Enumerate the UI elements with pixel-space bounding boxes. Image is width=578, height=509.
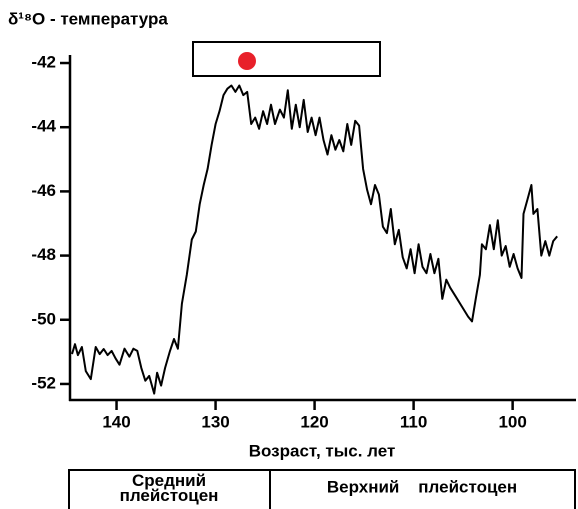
- data-line: [71, 84, 558, 395]
- y-tick-label: -52: [31, 373, 56, 392]
- stage-label: Верхний плейстоцен: [327, 477, 517, 496]
- chart-title: δ¹⁸O - температура: [8, 9, 168, 28]
- stage-table: [68, 469, 576, 509]
- y-tick-label: -44: [31, 117, 56, 136]
- annotation-marker: [238, 52, 256, 70]
- x-axis-label: Возраст, тыс. лет: [249, 441, 396, 460]
- x-tick-label: 120: [300, 412, 328, 431]
- x-tick-label: 140: [102, 412, 130, 431]
- x-tick-label: 100: [498, 412, 526, 431]
- y-tick-label: -50: [31, 309, 56, 328]
- x-tick-label: 110: [400, 412, 427, 431]
- y-tick-label: -48: [31, 245, 56, 264]
- x-tick-label: 130: [201, 412, 229, 431]
- stage-label: Средний плейстоцен: [120, 471, 219, 505]
- y-tick-label: -46: [31, 181, 56, 200]
- y-tick-label: -42: [31, 53, 56, 72]
- annotation-box: [192, 41, 381, 77]
